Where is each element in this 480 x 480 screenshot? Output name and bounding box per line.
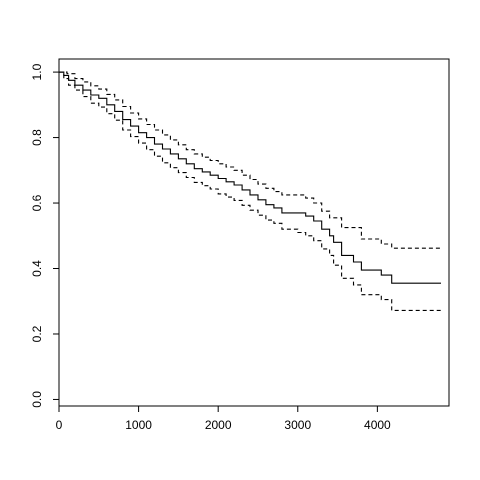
x-tick-label: 3000: [284, 418, 311, 432]
x-tick-label: 0: [56, 418, 63, 432]
x-tick-label: 1000: [125, 418, 152, 432]
y-axis: 0.0 0.2 0.4 0.6 0.8 1.0: [30, 63, 60, 408]
y-tick-label: 0.8: [30, 129, 44, 146]
x-tick-label: 4000: [364, 418, 391, 432]
y-tick-label: 0.6: [30, 194, 44, 211]
series-line-1: [59, 71, 441, 249]
series-line-2: [59, 71, 441, 311]
y-tick-label: 0.2: [30, 325, 44, 342]
series-line-0: [59, 71, 441, 284]
y-tick-label: 1.0: [30, 63, 44, 80]
x-tick-label: 2000: [205, 418, 232, 432]
series-layer: [59, 71, 441, 311]
y-tick-label: 0.0: [30, 391, 44, 408]
y-tick-label: 0.4: [30, 260, 44, 277]
x-axis: 0 1000 2000 3000 4000: [56, 405, 391, 432]
